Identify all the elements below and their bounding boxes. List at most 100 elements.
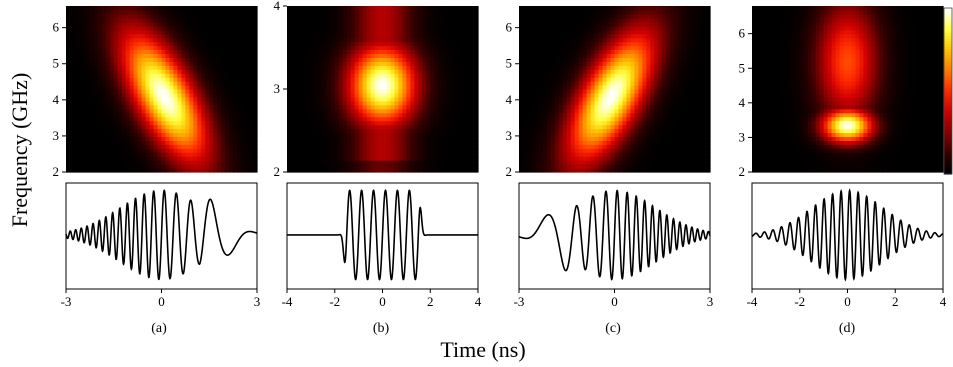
heatmap-cell [133, 89, 139, 94]
heatmap-cell [133, 17, 139, 23]
heatmap-cell [398, 156, 403, 161]
heatmap-cell [177, 9, 182, 15]
heatmap-cell [342, 17, 348, 23]
heatmap-cell [346, 160, 352, 165]
heatmap-cell [526, 136, 532, 141]
heatmap-cell [519, 13, 524, 19]
heatmap-cell [181, 156, 186, 161]
heatmap-cell [350, 108, 356, 114]
heatmap-cell [562, 128, 568, 134]
heatmap-cell [442, 148, 447, 153]
heatmap-cell [378, 33, 384, 39]
heatmap-cell [558, 57, 564, 62]
heatmap-cell [217, 9, 222, 15]
heatmap-cell [209, 73, 214, 78]
heatmap-cell [434, 25, 439, 31]
heatmap-cell [326, 132, 332, 138]
heatmap-cell [542, 37, 548, 43]
heatmap-cell [93, 57, 99, 62]
heatmap-cell [141, 152, 147, 157]
heatmap-cell [97, 152, 103, 157]
heatmap-cell [298, 92, 304, 98]
heatmap-cell [66, 120, 71, 126]
heatmap-cell [422, 124, 427, 130]
heatmap-cell [334, 69, 340, 74]
heatmap-cell [241, 53, 246, 58]
heatmap-cell [113, 73, 119, 78]
heatmap-cell [314, 45, 320, 51]
heatmap-cell [526, 37, 532, 43]
heatmap-cell [374, 13, 380, 19]
heatmap-cell [362, 164, 368, 169]
heatmap-cell [334, 13, 340, 19]
heatmap-cell [450, 41, 455, 47]
heatmap-cell [370, 17, 376, 23]
heatmap-cell [522, 136, 528, 141]
heatmap-cell [318, 25, 324, 31]
heatmap-cell [474, 128, 479, 134]
heatmap-cell [306, 61, 312, 66]
heatmap-cell [530, 100, 536, 106]
heatmap-cell [121, 164, 127, 169]
heatmap-cell [302, 45, 308, 51]
heatmap-cell [446, 116, 451, 122]
heatmap-cell [330, 57, 336, 62]
heatmap-cell [157, 6, 163, 11]
heatmap-cell [221, 168, 226, 173]
heatmap-cell [225, 53, 230, 58]
heatmap-cell [205, 85, 210, 90]
heatmap-cell [225, 112, 230, 118]
heatmap-cell [177, 17, 182, 23]
heatmap-cell [249, 108, 254, 114]
heatmap-cell [534, 21, 540, 27]
heatmap-cell [213, 112, 218, 118]
heatmap-cell [406, 61, 411, 66]
heatmap-cell [390, 33, 396, 39]
heatmap-cell [249, 116, 254, 122]
heatmap-cell [197, 57, 202, 62]
heatmap-cell [474, 156, 479, 161]
heatmap-cell [165, 92, 171, 98]
heatmap-cell [153, 89, 159, 94]
heatmap-cell [466, 128, 471, 134]
heatmap-cell [410, 120, 415, 126]
heatmap-cell [173, 37, 179, 43]
heatmap-cell [570, 37, 576, 43]
heatmap-cell [598, 81, 604, 86]
heatmap-cell [434, 144, 439, 149]
heatmap-cell [474, 53, 479, 58]
heatmap-cell [366, 29, 372, 35]
heatmap-cell [366, 6, 372, 11]
heatmap-cell [66, 41, 71, 47]
heatmap-cell [462, 85, 467, 90]
heatmap-cell [229, 21, 234, 27]
heatmap-cell [398, 89, 403, 94]
heatmap-cell [209, 37, 214, 43]
heatmap-cell [221, 112, 226, 118]
heatmap-cell [342, 116, 348, 122]
heatmap-cell [334, 21, 340, 27]
heatmap-cell [586, 6, 592, 11]
heatmap-cell [474, 140, 479, 145]
heatmap-cell [558, 73, 564, 78]
heatmap-cell [141, 57, 147, 62]
heatmap-cell [69, 33, 75, 39]
heatmap-cell [290, 168, 296, 173]
heatmap-cell [446, 17, 451, 23]
heatmap-cell [302, 144, 308, 149]
heatmap-cell [237, 89, 242, 94]
heatmap-cell [402, 13, 407, 19]
heatmap-cell [157, 148, 163, 153]
heatmap-cell [322, 21, 328, 27]
heatmap-cell [229, 108, 234, 114]
heatmap-cell [590, 61, 596, 66]
heatmap-cell [181, 144, 186, 149]
heatmap-cell [294, 156, 300, 161]
waveform-line [287, 189, 478, 281]
heatmap-cell [562, 81, 568, 86]
heatmap-cell [310, 57, 316, 62]
heatmap-cell [362, 49, 368, 55]
heatmap-cell [249, 6, 254, 11]
heatmap-cell [181, 77, 186, 82]
heatmap-cell [318, 152, 324, 157]
